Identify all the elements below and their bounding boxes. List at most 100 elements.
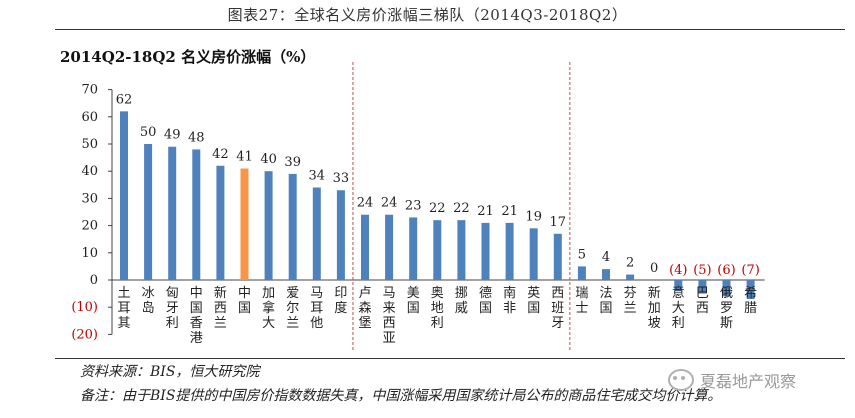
y-tick-label: 40 xyxy=(81,164,98,179)
data-label: 39 xyxy=(284,155,301,170)
data-label: 40 xyxy=(260,152,277,167)
data-label: 48 xyxy=(188,130,205,145)
category-label: 卢森堡 xyxy=(358,285,371,331)
data-label: 21 xyxy=(477,204,494,219)
bar xyxy=(312,187,321,280)
data-label: 42 xyxy=(212,147,229,162)
y-tick-label: 60 xyxy=(81,110,98,125)
bar xyxy=(481,222,490,280)
data-label: 0 xyxy=(650,261,658,276)
category-label: 俄罗斯 xyxy=(720,286,733,331)
top-rule xyxy=(55,29,845,30)
data-label: 5 xyxy=(578,247,586,262)
bar xyxy=(577,266,586,280)
bar xyxy=(409,217,418,280)
data-label: 23 xyxy=(405,198,422,213)
data-note: 备注：由于BIS提供的中国房价指数数据失真，中国涨幅采用国家统计局公布的商品住宅… xyxy=(80,388,722,404)
bar xyxy=(240,168,249,280)
data-label: 33 xyxy=(333,171,350,186)
bar xyxy=(385,214,394,280)
bar xyxy=(529,228,538,280)
y-tick-label: 30 xyxy=(81,191,98,206)
bar xyxy=(674,280,683,291)
bar xyxy=(144,144,153,280)
data-label: (4) xyxy=(669,263,687,278)
category-label: 匈牙利 xyxy=(166,286,179,331)
category-label: 冰岛 xyxy=(142,286,155,316)
category-label: 希腊 xyxy=(744,286,757,316)
category-label: 巴西 xyxy=(696,286,709,316)
data-label: 2 xyxy=(626,256,634,271)
bar xyxy=(192,149,201,280)
y-tick-label: (20) xyxy=(71,327,98,342)
bar xyxy=(264,171,273,280)
category-label: 新加坡 xyxy=(648,285,661,331)
data-label: 50 xyxy=(140,125,157,140)
category-label: 瑞士 xyxy=(575,286,588,316)
bar xyxy=(361,214,369,280)
bar xyxy=(433,220,442,280)
category-label: 西班牙 xyxy=(551,286,564,331)
data-label: (5) xyxy=(693,263,711,278)
category-label: 芬兰 xyxy=(624,286,637,316)
data-label: (7) xyxy=(741,263,759,278)
category-label: 马耳他 xyxy=(310,286,323,331)
bar xyxy=(698,280,707,294)
bar xyxy=(457,220,466,280)
category-label: 南非 xyxy=(503,285,516,316)
figure-title: 图表27：全球名义房价涨幅三梯队（2014Q3-2018Q2） xyxy=(227,6,628,24)
watermark-text: 夏磊地产观察 xyxy=(700,372,797,391)
category-label: 德国 xyxy=(479,286,492,316)
data-label: (6) xyxy=(717,263,735,278)
y-tick-label: 20 xyxy=(81,219,98,234)
data-label: 22 xyxy=(453,201,470,216)
y-tick-label: 10 xyxy=(81,246,98,261)
y-tick-label: 50 xyxy=(81,137,98,152)
watermark: 夏磊地产观察 xyxy=(668,368,796,392)
data-label: 49 xyxy=(164,128,181,143)
category-label: 意大利 xyxy=(672,285,685,331)
y-tick-label: (10) xyxy=(71,300,98,315)
bar xyxy=(505,222,514,280)
data-label: 19 xyxy=(525,209,542,224)
category-label: 马来西亚 xyxy=(383,286,396,346)
data-label: 21 xyxy=(501,204,518,219)
category-label: 土耳其 xyxy=(117,286,130,331)
category-label: 奥地利 xyxy=(431,286,444,331)
bar xyxy=(722,280,731,297)
wechat-icon xyxy=(668,369,694,391)
bottom-rule xyxy=(55,358,845,359)
data-label: 24 xyxy=(381,196,398,211)
bar xyxy=(602,269,610,280)
bar xyxy=(746,280,755,300)
bar xyxy=(216,165,225,280)
bar xyxy=(336,190,345,280)
y-tick-label: 70 xyxy=(81,83,98,98)
category-label: 中国香港 xyxy=(190,286,203,346)
category-label: 法国 xyxy=(599,286,612,316)
data-label: 4 xyxy=(602,250,610,265)
bar xyxy=(120,111,128,280)
category-label: 印度 xyxy=(334,286,347,316)
data-label: 62 xyxy=(116,92,133,107)
data-label: 41 xyxy=(236,149,253,164)
y-tick-label: 0 xyxy=(90,273,98,288)
data-label: 24 xyxy=(357,196,374,211)
bar xyxy=(553,233,562,280)
category-label: 中国 xyxy=(238,286,251,316)
data-label: 34 xyxy=(309,169,326,184)
bar xyxy=(626,274,635,280)
category-label: 挪威 xyxy=(455,286,468,316)
category-label: 爱尔兰 xyxy=(286,286,299,331)
data-label: 22 xyxy=(429,201,446,216)
category-label: 加拿大 xyxy=(262,286,275,331)
bar xyxy=(168,146,177,280)
data-label: 17 xyxy=(550,215,567,230)
category-label: 新西兰 xyxy=(214,285,227,331)
bar xyxy=(288,173,297,280)
source-note: 资料来源：BIS，恒大研究院 xyxy=(80,364,260,380)
category-label: 美国 xyxy=(407,286,420,316)
category-label: 英国 xyxy=(527,286,540,316)
chart-title: 2014Q2-18Q2 名义房价涨幅（%） xyxy=(60,48,316,66)
